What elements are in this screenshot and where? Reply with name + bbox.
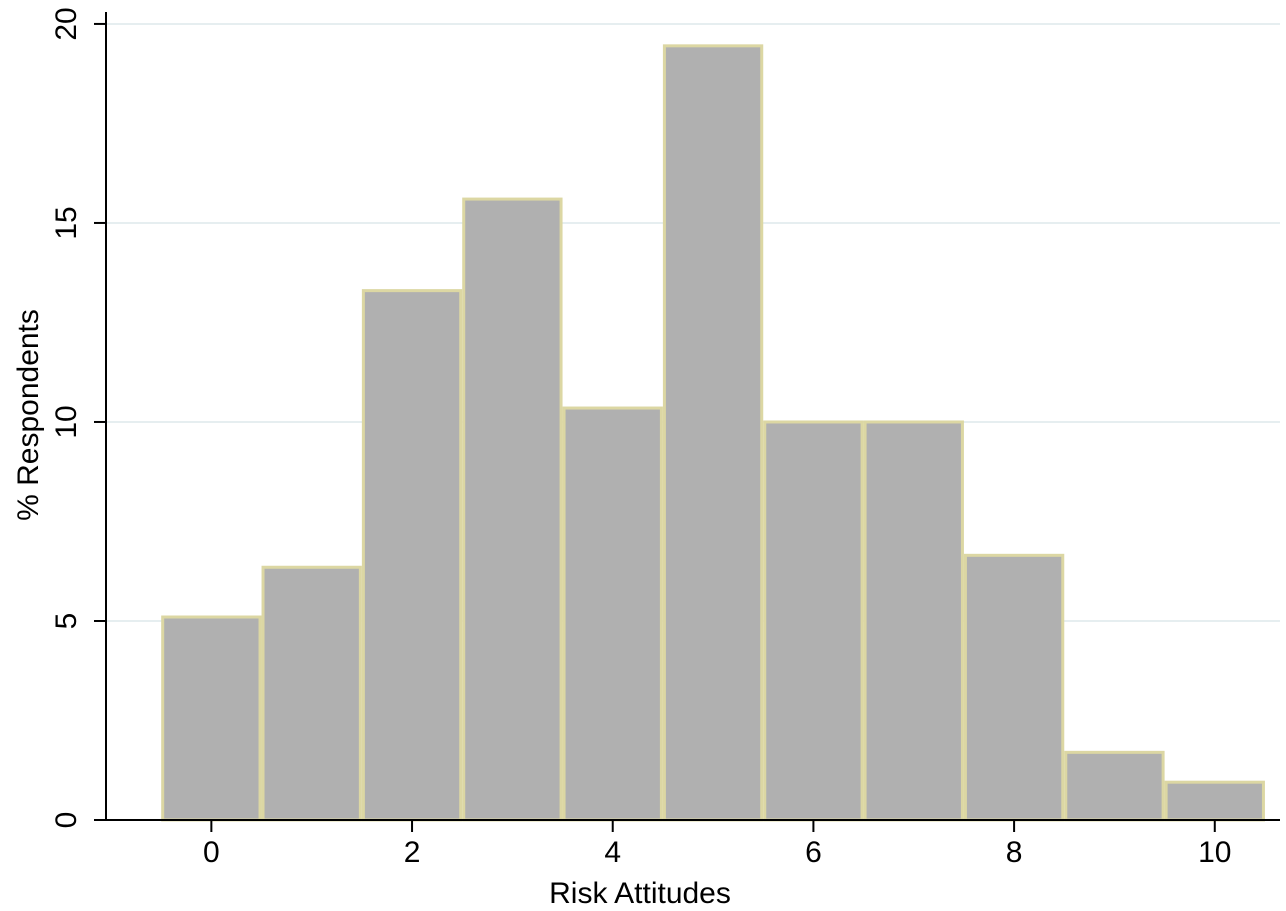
x-tick-label-4: 8 bbox=[1006, 836, 1023, 869]
y-axis-title: % Respondents bbox=[12, 309, 45, 521]
bar-9 bbox=[1064, 750, 1165, 822]
bar-2 bbox=[361, 289, 463, 822]
x-tick-label-5: 10 bbox=[1198, 836, 1231, 869]
bars bbox=[161, 44, 1265, 822]
y-tick-label-0: 0 bbox=[50, 812, 83, 829]
bar-10 bbox=[1164, 780, 1265, 822]
x-tick-label-3: 6 bbox=[805, 836, 822, 869]
bar-1 bbox=[261, 565, 362, 822]
bar-8 bbox=[963, 553, 1065, 822]
x-tick-label-2: 4 bbox=[604, 836, 621, 869]
bar-4 bbox=[562, 406, 663, 822]
y-tick-label-4: 20 bbox=[50, 7, 83, 40]
bar-3 bbox=[462, 197, 563, 822]
bar-5 bbox=[662, 44, 764, 822]
x-axis-ticks: 0 2 4 6 8 10 bbox=[203, 820, 1231, 869]
bar-6 bbox=[763, 420, 864, 822]
bar-7 bbox=[863, 420, 964, 822]
y-axis-ticks: 0 5 10 15 20 bbox=[50, 7, 106, 828]
x-tick-label-1: 2 bbox=[404, 836, 421, 869]
x-axis-title: Risk Attitudes bbox=[549, 877, 731, 910]
y-tick-label-3: 15 bbox=[50, 206, 83, 239]
y-tick-label-1: 5 bbox=[50, 613, 83, 630]
x-tick-label-0: 0 bbox=[203, 836, 220, 869]
bar-0 bbox=[161, 615, 262, 822]
y-tick-label-2: 10 bbox=[50, 405, 83, 438]
